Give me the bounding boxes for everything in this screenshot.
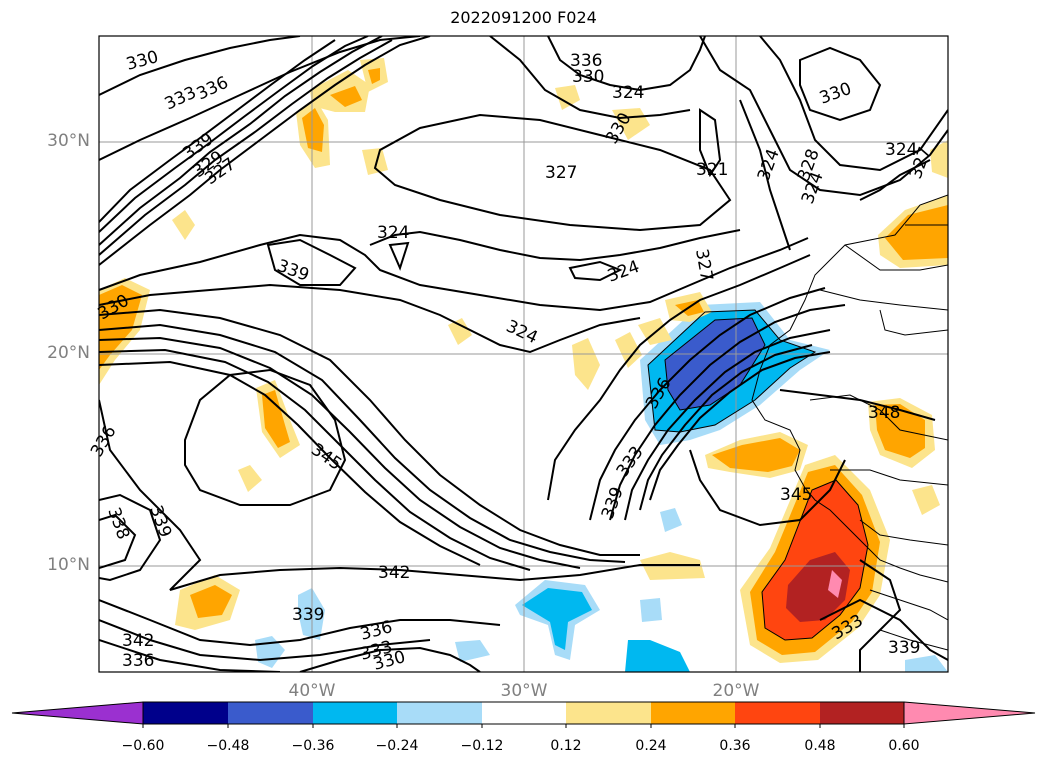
colorbar-tick-label: −0.48 <box>206 738 250 754</box>
colorbar-tick-label: −0.60 <box>121 738 165 754</box>
map-frame <box>98 35 949 673</box>
contour-label: 348 <box>868 403 900 423</box>
colorbar-cell <box>228 702 313 724</box>
lon-label: 30°W <box>500 681 548 701</box>
contour-label: 324 <box>885 140 917 160</box>
colorbar-extend-min <box>11 701 144 725</box>
contour-lines <box>99 36 948 672</box>
colorbar-tick-label: 0.24 <box>635 738 667 754</box>
lon-label: 20°W <box>712 681 760 701</box>
contour-label: 324 <box>377 223 409 243</box>
colorbar-cell <box>143 702 228 724</box>
colorbar-frame <box>142 701 905 725</box>
colorbar-cell <box>482 702 566 724</box>
colorbar-tick-label: −0.24 <box>375 738 419 754</box>
colorbar-cell <box>313 702 397 724</box>
colorbar-tick-label: −0.12 <box>460 738 504 754</box>
colorbar-extend-max <box>903 701 1036 725</box>
colorbar-tick-label: 0.48 <box>804 738 836 754</box>
contour-label: 345 <box>780 485 812 505</box>
colorbar-cell <box>735 702 820 724</box>
colorbar <box>11 701 1036 728</box>
lat-label: 10°N <box>47 555 90 575</box>
contour-label: 324 <box>612 83 644 103</box>
colorbar-cell <box>820 702 904 724</box>
map-plot-area <box>99 36 948 672</box>
colorbar-tick-label: 0.36 <box>719 738 751 754</box>
shading-outlines <box>647 309 869 641</box>
lat-label: 30°N <box>47 131 90 151</box>
warm-anomaly-shading <box>99 58 948 663</box>
contour-label: 339 <box>292 605 324 625</box>
lat-label: 20°N <box>47 343 90 363</box>
colorbar-cell <box>566 702 651 724</box>
contour-label: 342 <box>378 563 410 583</box>
colorbar-tick-label: 0.12 <box>550 738 582 754</box>
contour-label: 321 <box>696 160 728 180</box>
map-title: 2022091200 F024 <box>450 8 597 27</box>
contour-label: 327 <box>545 163 577 183</box>
colorbar-tick-label: −0.36 <box>291 738 335 754</box>
contour-label: 336 <box>122 651 154 671</box>
colorbar-tick-label: 0.60 <box>888 738 920 754</box>
colorbar-cell <box>651 702 735 724</box>
lon-label: 40°W <box>288 681 336 701</box>
coastlines <box>751 194 948 651</box>
contour-label: 342 <box>122 631 154 651</box>
contour-label: 330 <box>572 67 604 87</box>
contour-label: 339 <box>888 638 920 658</box>
colorbar-cell <box>397 702 482 724</box>
contour-label: 336 <box>570 51 602 71</box>
